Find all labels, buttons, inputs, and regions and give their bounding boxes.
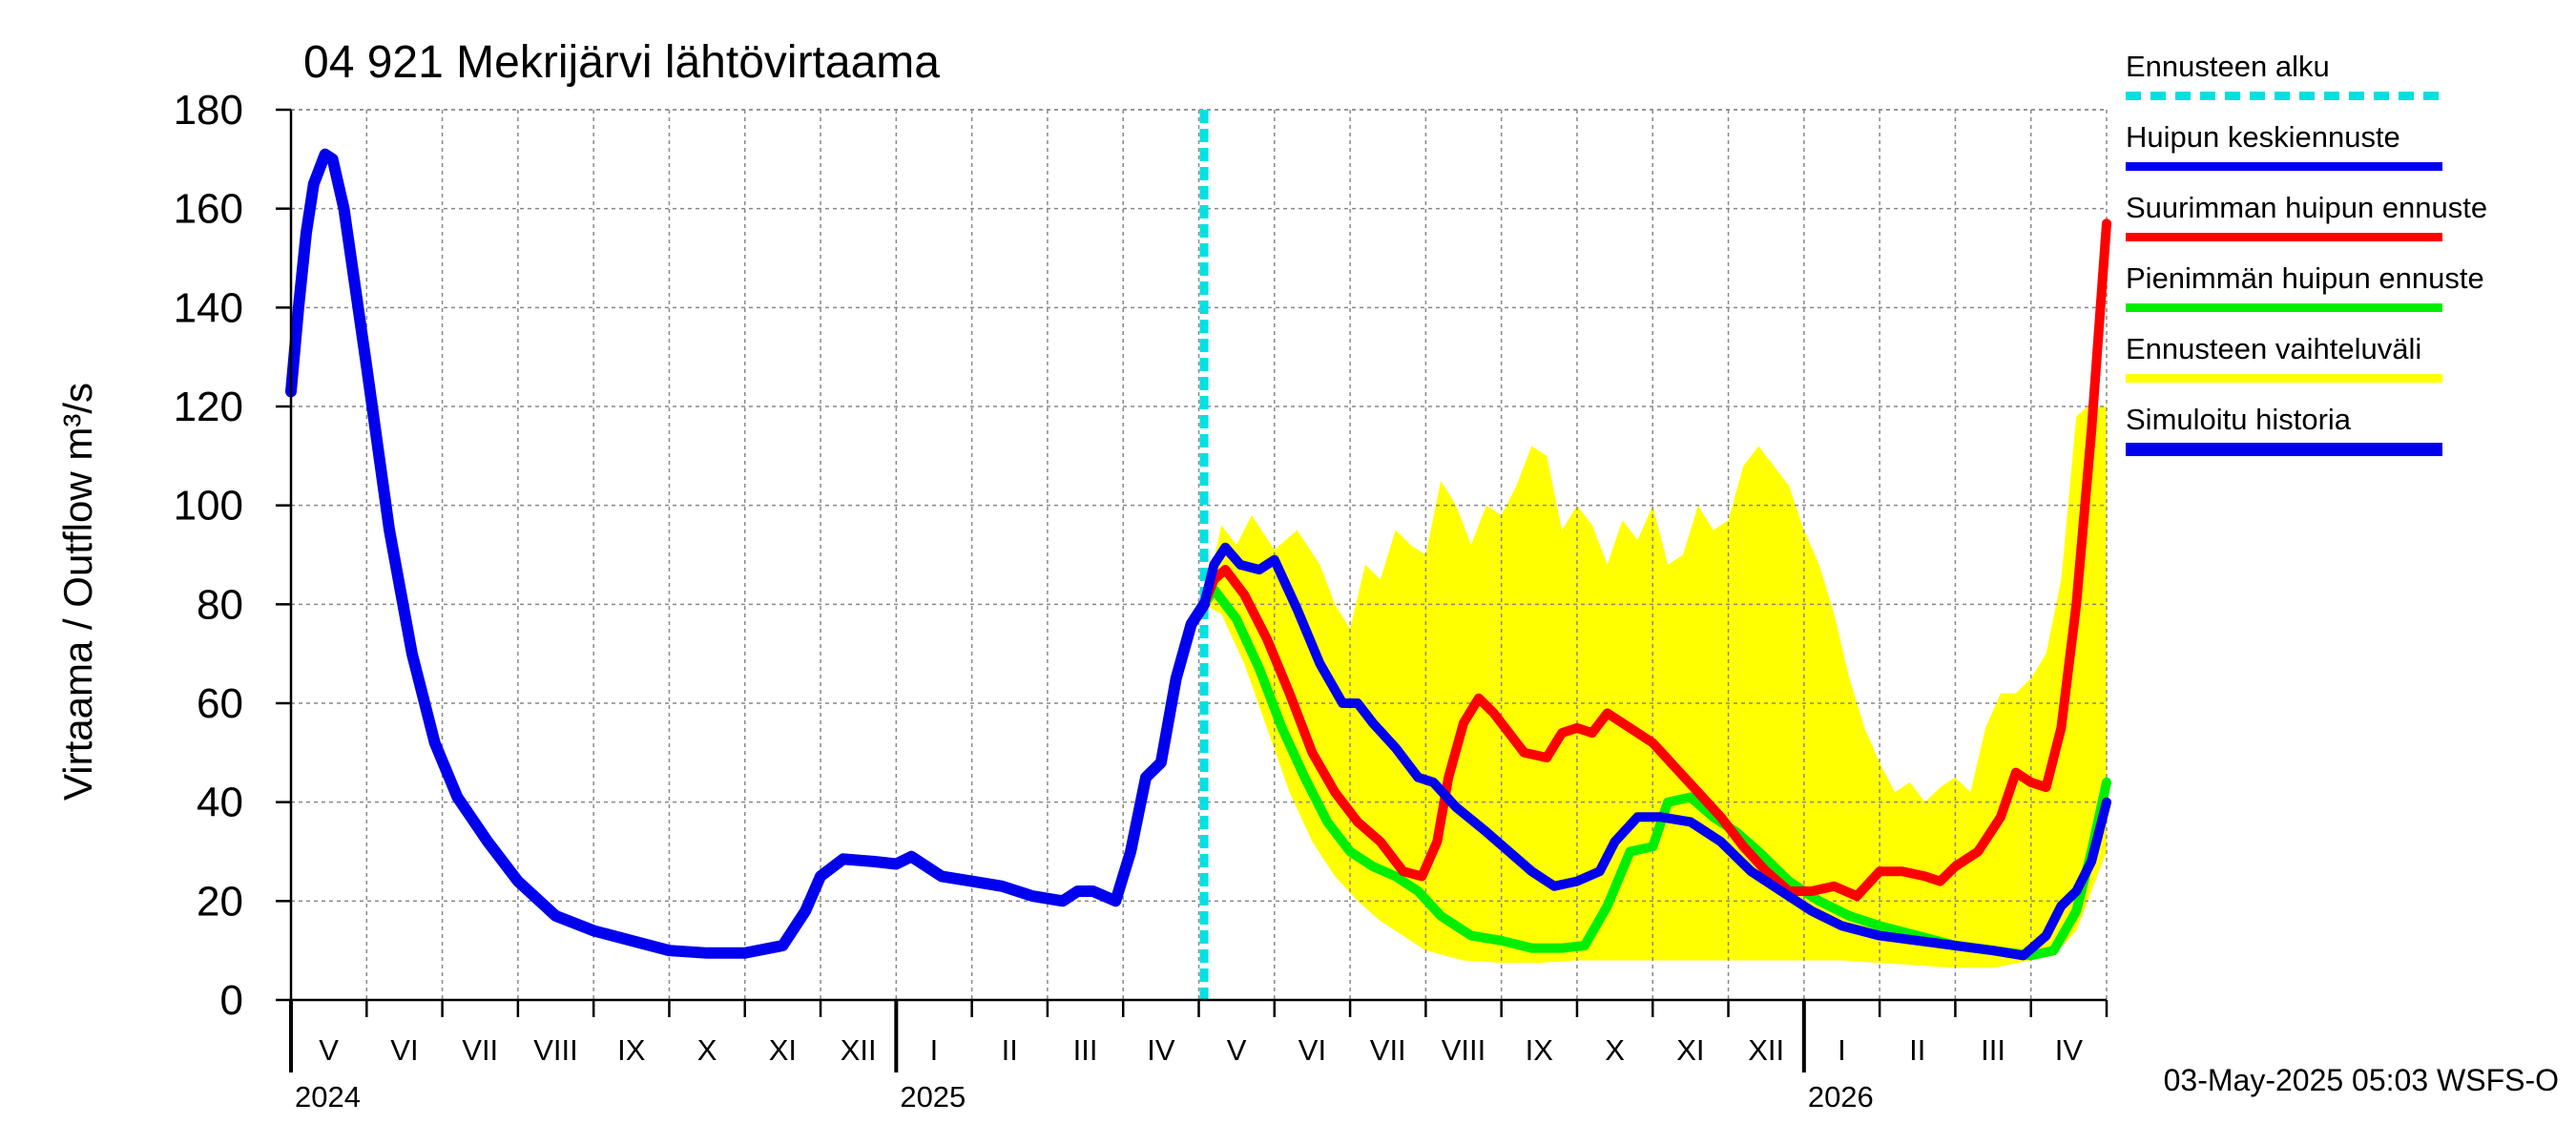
- series-history-line: [285, 148, 1211, 959]
- x-tick-label: IX: [617, 1033, 646, 1067]
- legend-label: Huipun keskiennuste: [2126, 120, 2400, 154]
- x-tick-label: V: [319, 1033, 339, 1067]
- legend: Ennusteen alku Huipun keskiennuste Suuri…: [2118, 50, 2566, 473]
- chart-title: 04 921 Mekrijärvi lähtövirtaama: [303, 37, 940, 88]
- x-tick-label: VIII: [533, 1033, 578, 1067]
- x-tick-label: II: [1002, 1033, 1018, 1067]
- forecast-range-layer: [1204, 406, 2107, 968]
- x-tick-label: XII: [1748, 1033, 1784, 1067]
- y-tick-label: 120: [174, 384, 243, 430]
- legend-item-mean-peak: Huipun keskiennuste: [2118, 120, 2566, 191]
- x-tick-label: II: [1909, 1033, 1925, 1067]
- x-year-label: 2026: [1808, 1080, 1874, 1114]
- y-tick-label: 80: [197, 581, 243, 628]
- y-tick-label: 100: [174, 483, 243, 530]
- y-tick-label: 40: [197, 780, 243, 826]
- legend-swatch-max-peak: [2126, 233, 2442, 241]
- x-tick-label: VII: [462, 1033, 498, 1067]
- x-year-label: 2025: [900, 1080, 966, 1114]
- x-tick-label: I: [930, 1033, 939, 1067]
- x-tick-label: VI: [390, 1033, 418, 1067]
- x-tick-label: X: [1605, 1033, 1625, 1067]
- y-tick-label: 160: [174, 186, 243, 233]
- legend-item-range: Ennusteen vaihteluväli: [2118, 332, 2566, 403]
- footer-timestamp: 03-May-2025 05:03 WSFS-O: [2163, 1063, 2559, 1097]
- legend-item-history: Simuloitu historia: [2118, 403, 2566, 473]
- legend-label: Simuloitu historia: [2126, 403, 2352, 436]
- y-tick-label: 0: [220, 977, 243, 1024]
- y-tick-label: 20: [197, 878, 243, 925]
- series-mean-peak-line: [1199, 542, 2111, 961]
- x-tick-label: XI: [769, 1033, 797, 1067]
- forecast-range-band: [1204, 406, 2107, 968]
- x-tick-label: III: [1073, 1033, 1098, 1067]
- legend-item-max-peak: Suurimman huipun ennuste: [2118, 191, 2566, 261]
- x-tick-label: IX: [1526, 1033, 1554, 1067]
- x-tick-label: VII: [1370, 1033, 1406, 1067]
- x-tick-label: III: [1981, 1033, 2005, 1067]
- legend-label: Ennusteen alku: [2126, 50, 2330, 83]
- grid-layer: [291, 109, 2108, 1000]
- legend-swatch-forecast-start: [2126, 92, 2442, 100]
- series-layer: [285, 148, 2111, 961]
- x-tick-label: XII: [841, 1033, 877, 1067]
- y-tick-label: 180: [174, 87, 243, 134]
- legend-label: Ennusteen vaihteluväli: [2126, 332, 2422, 365]
- y-axis-label: Virtaama / Outflow m³/s: [55, 382, 100, 802]
- x-tick-label: VI: [1298, 1033, 1326, 1067]
- legend-swatch-history: [2126, 443, 2442, 456]
- x-tick-label: V: [1227, 1033, 1247, 1067]
- y-tick-label: 60: [197, 680, 243, 727]
- legend-swatch-mean-peak: [2126, 162, 2442, 171]
- x-tick-label: I: [1838, 1033, 1846, 1067]
- legend-swatch-min-peak: [2126, 303, 2442, 312]
- series-max-peak-line: [1199, 219, 2111, 902]
- x-tick-label: X: [697, 1033, 717, 1067]
- x-tick-label: IV: [1147, 1033, 1175, 1067]
- legend-label: Suurimman huipun ennuste: [2126, 191, 2488, 224]
- x-tick-label: XI: [1676, 1033, 1704, 1067]
- legend-swatch-range: [2126, 374, 2442, 383]
- legend-label: Pienimmän huipun ennuste: [2126, 261, 2484, 295]
- x-tick-label: IV: [2055, 1033, 2084, 1067]
- legend-item-min-peak: Pienimmän huipun ennuste: [2118, 261, 2566, 332]
- y-tick-label: 140: [174, 284, 243, 331]
- x-year-label: 2024: [295, 1080, 361, 1114]
- x-tick-label: VIII: [1442, 1033, 1486, 1067]
- legend-item-forecast-start: Ennusteen alku: [2118, 50, 2566, 120]
